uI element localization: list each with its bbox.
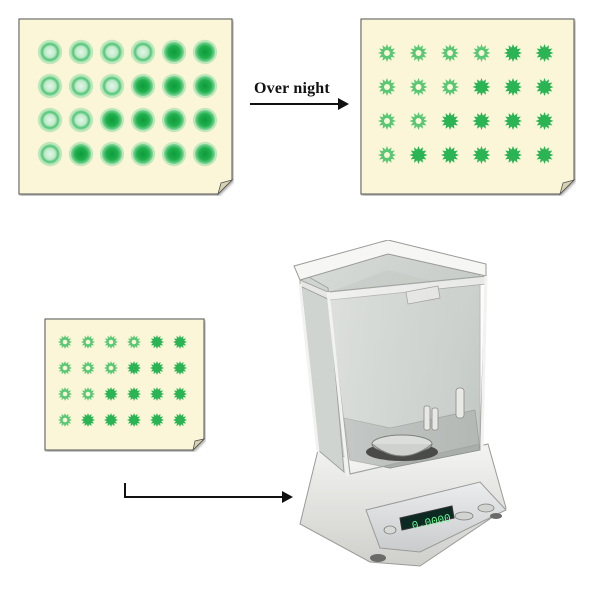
spot-ring-center <box>109 340 114 345</box>
spot-ring-center <box>63 392 68 397</box>
spot-ring-center <box>384 118 390 124</box>
spot-ring-center <box>63 366 68 371</box>
balance-logo-icon <box>384 526 396 534</box>
spot-ring-center <box>132 340 137 345</box>
spot-ring-center <box>109 366 114 371</box>
analytical-balance: 0.0000 <box>270 240 520 590</box>
spot-ring-center <box>479 50 485 56</box>
tare-button <box>455 512 473 520</box>
arrow-to-balance <box>125 483 293 503</box>
spot-ring-center <box>416 118 422 124</box>
plate-dried <box>360 18 576 196</box>
plate-small <box>44 318 206 452</box>
spot-ring-center <box>384 84 390 90</box>
spot-ring-center <box>63 340 68 345</box>
spot-ring-center <box>416 50 422 56</box>
spot-ring-center <box>86 340 91 345</box>
spot-ring-center <box>447 50 453 56</box>
spot-ring-center <box>384 50 390 56</box>
spot-ring-center <box>86 392 91 397</box>
spot-ring-center <box>416 84 422 90</box>
arrow-over-night <box>250 98 349 110</box>
mode-button <box>478 504 494 512</box>
spot-ring-center <box>63 418 68 423</box>
spot-ring-center <box>447 84 453 90</box>
spot-ring-center <box>384 152 390 158</box>
spot-ring-center <box>86 366 91 371</box>
